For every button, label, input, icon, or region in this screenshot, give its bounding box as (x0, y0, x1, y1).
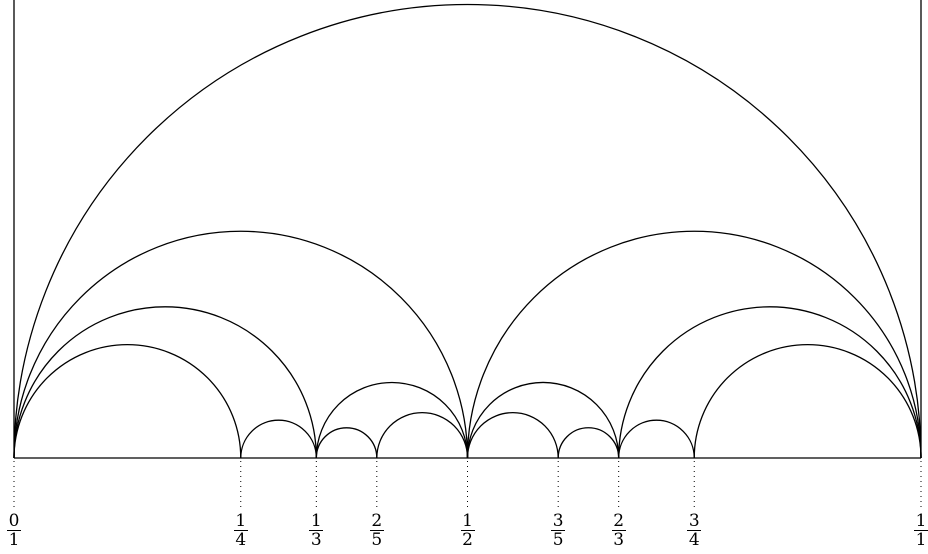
fraction-denominator: 2 (462, 530, 473, 550)
fraction-denominator: 4 (688, 530, 700, 550)
arc-4 (618, 306, 922, 459)
fraction-numerator: 1 (460, 511, 475, 531)
fraction-denominator: 3 (613, 530, 625, 550)
arc-12 (466, 412, 559, 459)
arc-6 (693, 344, 922, 459)
arc-0 (13, 3, 922, 459)
arcs (13, 3, 922, 459)
fraction-denominator: 1 (915, 530, 927, 550)
fraction-denominator: 4 (235, 530, 247, 550)
fraction-numerator: 2 (369, 511, 384, 531)
arc-13 (557, 427, 620, 459)
fraction-numerator: 1 (309, 511, 324, 531)
fraction-numerator: 2 (611, 511, 626, 531)
arc-7 (315, 381, 469, 459)
arc-11 (376, 412, 469, 459)
arc-9 (240, 419, 317, 459)
fraction-numerator: 1 (233, 511, 248, 531)
guide-lines (13, 461, 922, 508)
arc-1 (13, 230, 469, 459)
fraction-denominator: 5 (552, 530, 564, 550)
fraction-denominator: 3 (310, 530, 322, 550)
arc-2 (466, 230, 922, 459)
fraction-numerator: 3 (687, 511, 702, 531)
fraction-denominator: 5 (371, 530, 383, 550)
fraction-numerator: 1 (914, 511, 928, 531)
arc-3 (13, 306, 317, 459)
arc-14 (618, 419, 695, 459)
fraction-denominator: 1 (8, 530, 20, 550)
arc-8 (466, 381, 620, 459)
fraction-numerator: 3 (551, 511, 566, 531)
arc-10 (315, 427, 378, 459)
arc-5 (13, 344, 242, 459)
fraction-numerator: 0 (7, 511, 21, 531)
